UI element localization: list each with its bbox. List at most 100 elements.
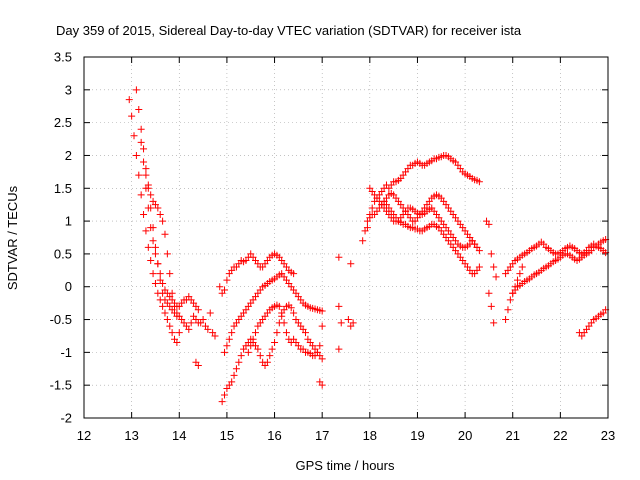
data-point — [132, 86, 140, 94]
data-point — [135, 171, 143, 179]
data-point — [161, 309, 169, 317]
y-tick-label: 3.5 — [54, 50, 72, 65]
data-point — [266, 352, 274, 360]
data-point — [221, 286, 229, 294]
data-point — [335, 345, 343, 353]
data-point — [140, 145, 148, 153]
data-point — [490, 263, 498, 271]
data-point — [318, 381, 326, 389]
data-point — [237, 352, 245, 360]
series-arc-2 — [132, 86, 181, 320]
data-point — [475, 247, 483, 255]
data-point — [485, 220, 493, 228]
y-tick-label: 2.5 — [54, 115, 72, 130]
data-point — [225, 335, 233, 343]
series-arc-11 — [363, 151, 483, 232]
series-arc-14 — [380, 197, 483, 278]
x-tick-label: 22 — [553, 428, 567, 443]
series-arc-1 — [125, 96, 183, 347]
data-point — [142, 165, 150, 173]
x-tick-label: 13 — [124, 428, 138, 443]
data-point — [168, 329, 176, 337]
data-point — [140, 211, 148, 219]
data-point — [137, 191, 145, 199]
data-point — [275, 302, 283, 310]
data-point — [359, 237, 367, 245]
data-point — [249, 335, 257, 343]
data-point — [518, 263, 526, 271]
y-tick-label: -1 — [60, 345, 72, 360]
data-point — [132, 151, 140, 159]
data-point — [251, 329, 259, 337]
data-point — [254, 345, 262, 353]
series-arc-5 — [192, 309, 219, 369]
data-point — [490, 319, 498, 327]
x-tick-label: 18 — [363, 428, 377, 443]
x-tick-label: 15 — [220, 428, 234, 443]
x-tick-label: 16 — [267, 428, 281, 443]
series-arc-4 — [142, 184, 202, 314]
data-point — [235, 358, 243, 366]
data-points — [125, 86, 610, 406]
data-point — [316, 342, 324, 350]
data-point — [475, 263, 483, 271]
data-point — [516, 270, 524, 278]
data-point — [142, 184, 150, 192]
data-point — [199, 316, 207, 324]
data-point — [247, 342, 255, 350]
series-arc-15 — [483, 217, 526, 327]
data-point — [244, 348, 252, 356]
series-arc-9 — [244, 301, 326, 360]
data-point — [273, 329, 281, 337]
y-tick-label: 3 — [65, 82, 72, 97]
data-point — [163, 316, 171, 324]
data-point — [147, 224, 155, 232]
y-tick-label: 0.5 — [54, 246, 72, 261]
data-point — [149, 237, 157, 245]
data-point — [187, 319, 195, 327]
plot-frame — [83, 56, 609, 419]
data-point — [504, 306, 512, 314]
data-point — [337, 319, 345, 327]
data-point — [268, 345, 276, 353]
data-point — [142, 171, 150, 179]
data-point — [335, 253, 343, 261]
data-point — [173, 339, 181, 347]
series-arc-6 — [216, 250, 298, 297]
data-point — [151, 250, 159, 258]
series-arc-7 — [221, 270, 326, 356]
data-point — [475, 178, 483, 186]
data-point — [149, 270, 157, 278]
data-point — [278, 309, 286, 317]
data-point — [502, 316, 510, 324]
data-point — [271, 339, 279, 347]
y-tick-label: 1 — [65, 214, 72, 229]
data-point — [313, 348, 321, 356]
data-point — [290, 270, 298, 278]
data-point — [137, 138, 145, 146]
data-point — [344, 316, 352, 324]
data-point — [151, 279, 159, 287]
data-point — [194, 306, 202, 314]
data-point — [206, 309, 214, 317]
data-point — [194, 361, 202, 369]
data-point — [318, 307, 326, 315]
data-point — [166, 270, 174, 278]
x-tick-label: 23 — [601, 428, 615, 443]
data-point — [223, 276, 231, 284]
data-point — [156, 270, 164, 278]
y-tick-label: 1.5 — [54, 181, 72, 196]
x-tick-label: 21 — [505, 428, 519, 443]
data-point — [492, 273, 500, 281]
data-point — [151, 243, 159, 251]
data-point — [223, 342, 231, 350]
x-tick-label: 17 — [315, 428, 329, 443]
data-point — [147, 256, 155, 264]
data-point — [159, 279, 167, 287]
data-point — [280, 319, 288, 327]
data-point — [144, 204, 152, 212]
x-tick-label: 14 — [172, 428, 186, 443]
data-point — [290, 309, 298, 317]
data-point — [318, 322, 326, 330]
